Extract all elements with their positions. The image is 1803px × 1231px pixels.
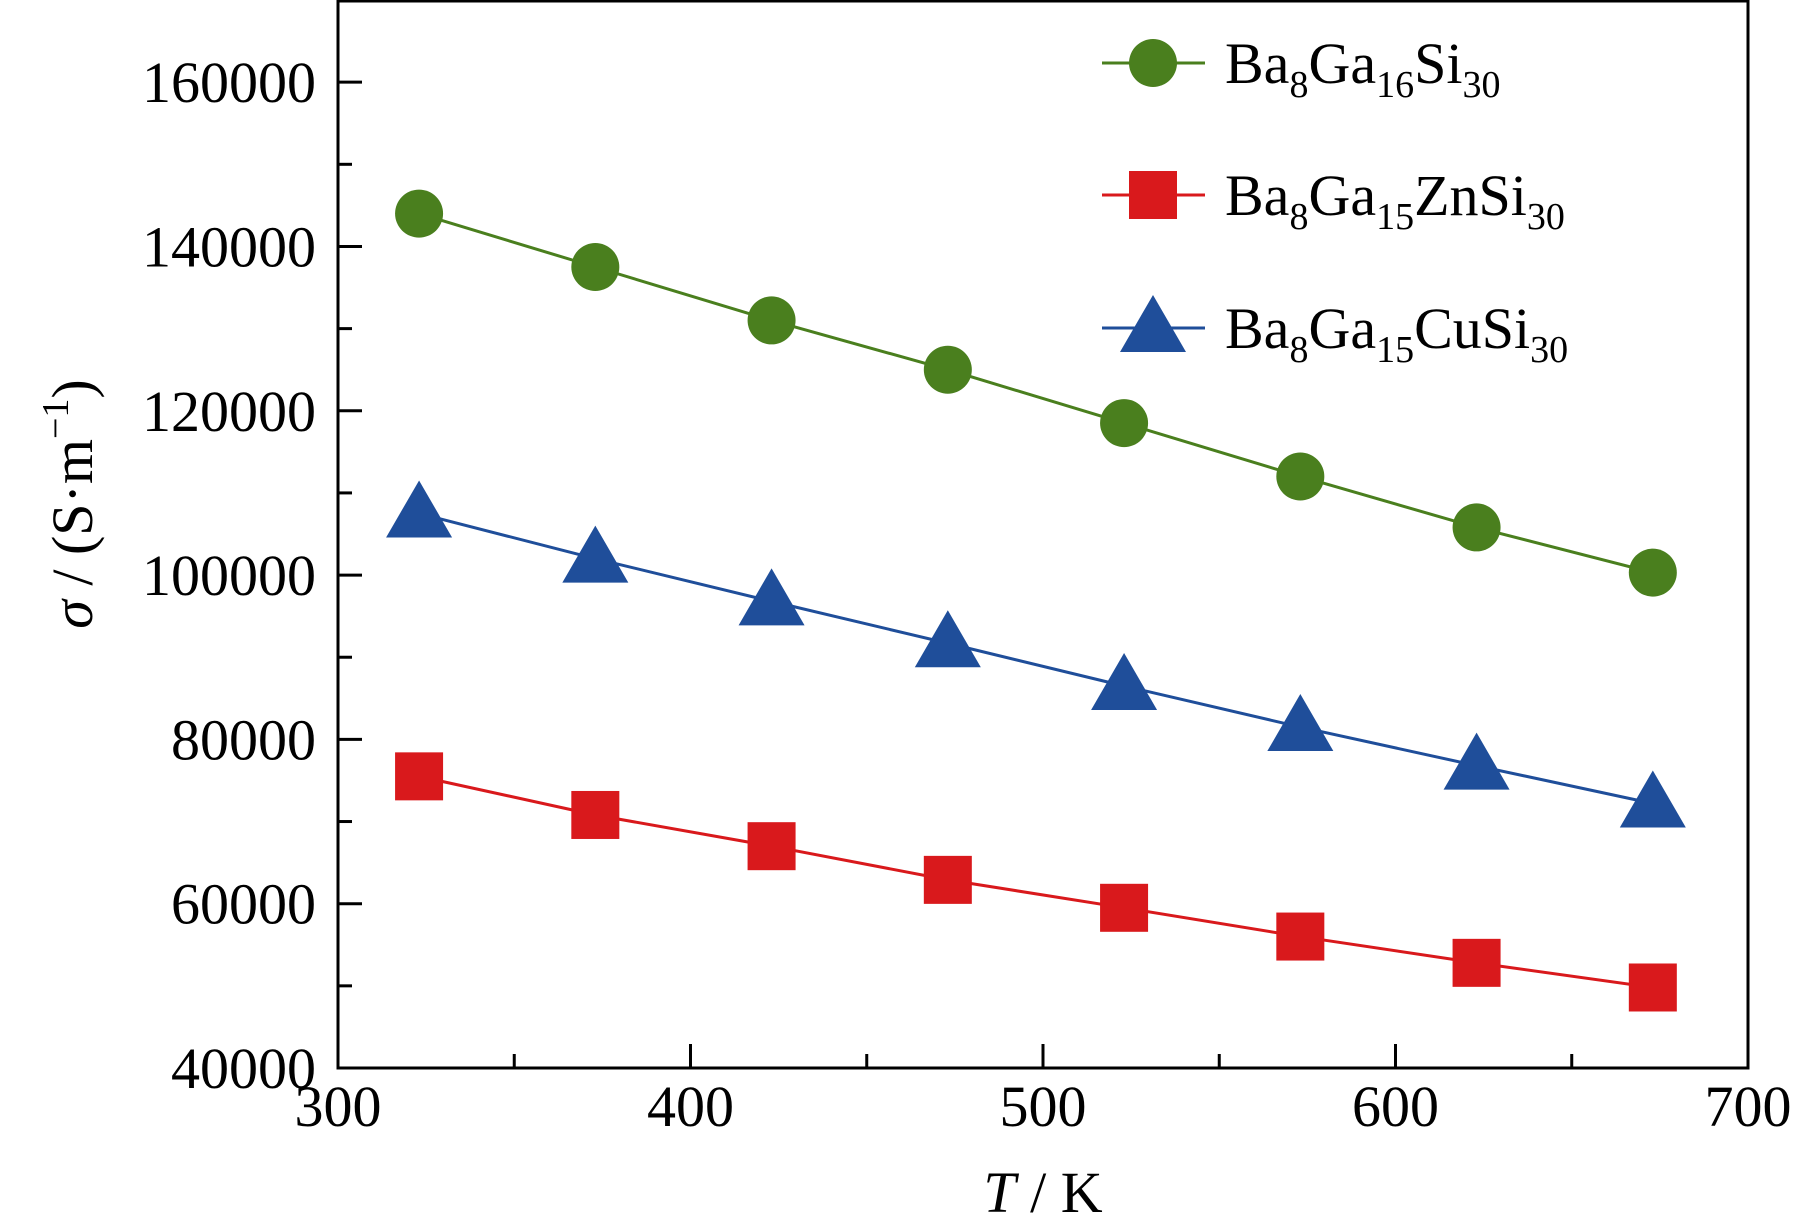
y-tick-label: 120000 — [142, 379, 316, 444]
series-line — [418, 212, 1654, 575]
legend-marker — [1120, 295, 1186, 352]
legend: Ba8Ga16Si30 Ba8Ga15ZnSi30 Ba8Ga15CuSi30 — [1102, 31, 1568, 371]
series-line — [418, 512, 1654, 805]
x-tick-label: 600 — [1352, 1074, 1439, 1139]
legend-label: Ba8Ga16Si30 — [1225, 31, 1500, 106]
y-tick-label: 80000 — [171, 707, 316, 772]
x-tick-label: 300 — [295, 1074, 382, 1139]
data-point — [1276, 912, 1325, 961]
series-square — [395, 752, 1677, 1012]
data-point — [1619, 770, 1686, 828]
y-tick-label: 160000 — [142, 50, 316, 115]
data-point — [571, 790, 620, 839]
data-point — [1443, 732, 1510, 790]
data-point — [1452, 938, 1501, 987]
y-tick-label: 40000 — [171, 1036, 316, 1101]
series-triangle — [386, 480, 1686, 828]
plot-layer — [386, 189, 1686, 1012]
x-tick-label: 500 — [1000, 1074, 1087, 1139]
plot-frame — [336, 0, 1750, 1070]
x-tick-label: 400 — [647, 1074, 734, 1139]
data-point — [1267, 694, 1334, 752]
x-axis-label-italic: T — [983, 1160, 1019, 1225]
series-circle — [395, 189, 1677, 597]
data-point — [395, 189, 444, 238]
series-line — [418, 774, 1654, 989]
data-point — [923, 345, 972, 394]
legend-entry: Ba8Ga15CuSi30 — [1102, 295, 1568, 371]
y-tick-label: 60000 — [171, 872, 316, 937]
data-point — [571, 243, 620, 291]
data-point — [914, 610, 981, 668]
data-point — [386, 480, 453, 538]
data-point — [395, 752, 444, 801]
data-point — [1628, 963, 1677, 1012]
data-point — [1452, 503, 1501, 552]
y-axis-label-italic: σ — [40, 598, 105, 629]
data-point — [1091, 652, 1158, 710]
data-point — [1628, 548, 1677, 597]
legend-entry: Ba8Ga15ZnSi30 — [1102, 163, 1565, 238]
x-axis-label-rest: / K — [1016, 1160, 1103, 1225]
y-tick-label: 100000 — [142, 543, 316, 608]
data-point — [562, 525, 629, 583]
y-axis-label-sup: −1 — [35, 399, 77, 439]
data-point — [1100, 399, 1149, 448]
axes-layer: 300 400 500 600 700 40000 60000 80000 100000 1200… — [142, 0, 1792, 1139]
data-point — [1100, 883, 1149, 932]
x-axis-label: T / K — [983, 1160, 1102, 1225]
legend-marker — [1129, 39, 1177, 87]
data-point — [923, 855, 972, 904]
legend-entry: Ba8Ga16Si30 — [1102, 31, 1500, 106]
y-axis-label-rest: / (S·m — [40, 439, 105, 600]
y-axis-label-tail: ) — [40, 379, 105, 398]
data-point — [1276, 452, 1325, 501]
data-point — [738, 568, 805, 626]
legend-label: Ba8Ga15CuSi30 — [1225, 296, 1568, 371]
legend-label: Ba8Ga15ZnSi30 — [1225, 163, 1565, 238]
data-point — [747, 822, 796, 871]
y-axis-label: σ / (S·m−1) — [35, 379, 105, 629]
legend-marker — [1129, 171, 1177, 219]
x-tick-label: 700 — [1705, 1074, 1792, 1139]
y-tick-label: 140000 — [142, 214, 316, 279]
data-point — [747, 296, 796, 345]
